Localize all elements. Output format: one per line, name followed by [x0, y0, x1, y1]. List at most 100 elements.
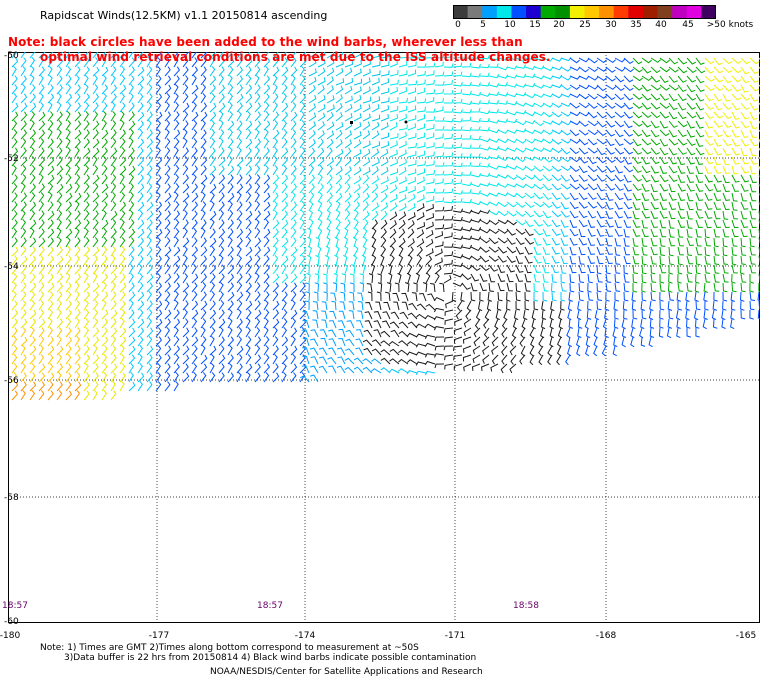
wind-barb [749, 147, 757, 157]
wind-barb [749, 183, 757, 193]
wind-barb [398, 330, 409, 338]
wind-barb [218, 165, 225, 176]
wind-barb [200, 219, 207, 230]
wind-barb [650, 255, 657, 265]
wind-barb [677, 264, 683, 275]
wind-barb [605, 138, 615, 147]
wind-barb [416, 212, 425, 221]
wind-barb [254, 282, 261, 293]
wind-barb [326, 209, 331, 221]
wind-barb [614, 264, 621, 274]
wind-barb [695, 273, 700, 284]
wind-barb [164, 128, 170, 140]
wind-barb [11, 102, 19, 113]
wind-barb [587, 147, 598, 154]
wind-barb [533, 174, 544, 182]
wind-barb [173, 273, 180, 284]
wind-barb [335, 49, 344, 59]
wind-barb [11, 111, 19, 122]
wind-barb [695, 156, 704, 165]
wind-barb [83, 299, 89, 311]
wind-barb [380, 78, 390, 86]
wind-barb [695, 84, 705, 93]
wind-barb [191, 318, 198, 329]
wind-barb [290, 246, 298, 257]
wind-barb [551, 291, 557, 302]
wind-barb [65, 156, 73, 167]
wind-barb [650, 210, 659, 219]
wind-barb [497, 282, 505, 292]
wind-barb [371, 70, 381, 77]
wind-barb [730, 291, 735, 302]
wind-barb [83, 326, 90, 338]
wind-barb [281, 309, 288, 320]
wind-barb [434, 98, 444, 104]
wind-barb [83, 354, 91, 365]
wind-barb [488, 73, 500, 79]
wind-barb [200, 336, 207, 347]
wind-barb [677, 129, 687, 138]
wind-barb [659, 264, 667, 274]
wind-barb [317, 112, 326, 122]
wind-barb [567, 345, 572, 357]
colorbar-swatch [628, 5, 644, 19]
wind-barb [263, 255, 270, 266]
wind-barb [101, 246, 108, 257]
wind-barb [101, 336, 109, 347]
wind-barb [20, 57, 27, 68]
wind-barb [470, 227, 482, 232]
wind-barb [11, 75, 18, 86]
wind-barb [434, 272, 440, 284]
wind-barb [218, 336, 225, 347]
wind-barb [263, 156, 270, 167]
wind-barb [407, 177, 417, 185]
wind-barb [704, 66, 715, 74]
wind-barb [29, 372, 36, 383]
wind-barb [605, 111, 616, 119]
wind-barb [218, 209, 225, 221]
wind-barb [713, 228, 720, 238]
wind-barb [319, 329, 328, 338]
wind-barb [137, 380, 144, 392]
wind-barb [623, 201, 633, 210]
wind-barb [11, 84, 18, 95]
wind-barb [704, 255, 711, 265]
wind-barb [389, 149, 398, 158]
wind-barb [182, 75, 189, 86]
wind-barb [227, 66, 234, 77]
wind-barb [506, 156, 518, 161]
wind-barb [137, 147, 144, 158]
wind-barb [757, 291, 760, 302]
wind-barb [334, 236, 339, 248]
wind-barb [128, 255, 135, 266]
wind-barb [560, 237, 569, 246]
wind-barb [92, 201, 99, 212]
wind-barb [326, 138, 334, 149]
wind-barb [605, 291, 610, 302]
wind-barb [65, 210, 72, 221]
wind-barb [110, 156, 117, 167]
wind-barb [200, 201, 207, 212]
wind-barb [218, 264, 226, 275]
wind-barb [164, 345, 172, 356]
wind-barb [191, 246, 199, 257]
wind-barb [38, 92, 44, 104]
wind-barb [631, 291, 636, 302]
wind-barb [173, 183, 180, 194]
wind-barb [56, 209, 63, 221]
wind-barb [236, 110, 242, 122]
wind-barb [128, 282, 135, 293]
wind-barb [308, 156, 316, 167]
wind-barb [272, 282, 280, 293]
wind-barb [101, 174, 108, 185]
wind-barb [650, 129, 660, 138]
wind-barb [596, 66, 608, 72]
wind-barb [101, 291, 109, 302]
wind-barb [434, 81, 445, 86]
wind-barb [281, 255, 289, 266]
wind-barb [578, 219, 588, 228]
wind-barb [623, 75, 634, 83]
wind-barb [155, 318, 163, 329]
wind-barb [713, 165, 722, 174]
wind-barb [92, 57, 99, 68]
